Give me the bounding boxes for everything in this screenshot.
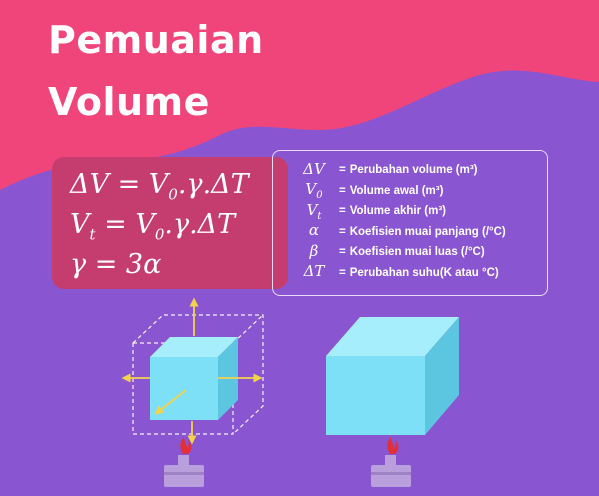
legend-equals: = bbox=[339, 225, 346, 238]
title-line-1: Pemuaian bbox=[48, 18, 264, 62]
legend-symbol: β bbox=[309, 241, 319, 260]
legend-equals: = bbox=[339, 164, 346, 177]
legend-description: Perubahan volume (m³) bbox=[349, 164, 478, 177]
title-line-2: Volume bbox=[48, 80, 210, 124]
legend-row: V0 = Volume awal (m³) bbox=[293, 180, 547, 202]
legend-symbol: Vt bbox=[306, 200, 322, 222]
legend-description: Volume awal (m³) bbox=[349, 184, 444, 197]
legend-box: ΔV = Perubahan volume (m³) V0 = Volume a… bbox=[272, 150, 548, 296]
expansion-arrows bbox=[121, 297, 263, 445]
legend-equals: = bbox=[339, 205, 346, 218]
burner-icon-right bbox=[371, 437, 411, 487]
legend-equals: = bbox=[339, 184, 346, 197]
legend-description: Perubahan suhu(K atau °C) bbox=[349, 266, 499, 279]
formula-box: ΔV = V0.γ.ΔT Vt = V0.γ.ΔT γ = 3α bbox=[52, 157, 288, 289]
formula-final-volume: Vt = V0.γ.ΔT bbox=[70, 209, 236, 244]
large-cube-icon bbox=[326, 317, 459, 435]
legend-symbol: ΔV bbox=[303, 159, 325, 178]
burner-icon-left bbox=[164, 437, 204, 487]
legend-row: β = Koefisien muai luas (/°C) bbox=[293, 242, 547, 263]
legend-description: Volume akhir (m³) bbox=[349, 205, 446, 218]
legend-symbol: ΔT bbox=[303, 262, 325, 281]
formula-gamma: γ = 3α bbox=[70, 249, 162, 280]
legend-description: Koefisien muai panjang (/°C) bbox=[349, 225, 506, 238]
expanding-cube-illustration bbox=[121, 297, 264, 445]
legend-symbol: α bbox=[308, 221, 320, 240]
legend-row: ΔV = Perubahan volume (m³) bbox=[293, 160, 547, 181]
legend-equals: = bbox=[339, 246, 346, 259]
legend-equals: = bbox=[339, 266, 346, 279]
legend-row: Vt = Volume akhir (m³) bbox=[293, 201, 547, 222]
formula-volume-change: ΔV = V0.γ.ΔT bbox=[70, 169, 249, 204]
pink-wave-shape bbox=[0, 0, 599, 190]
legend-row: α = Koefisien muai panjang (/°C) bbox=[293, 221, 547, 243]
legend-description: Koefisien muai luas (/°C) bbox=[349, 246, 485, 259]
legend-row: ΔT = Perubahan suhu(K atau °C) bbox=[293, 262, 547, 284]
legend-symbol: V0 bbox=[305, 180, 323, 202]
